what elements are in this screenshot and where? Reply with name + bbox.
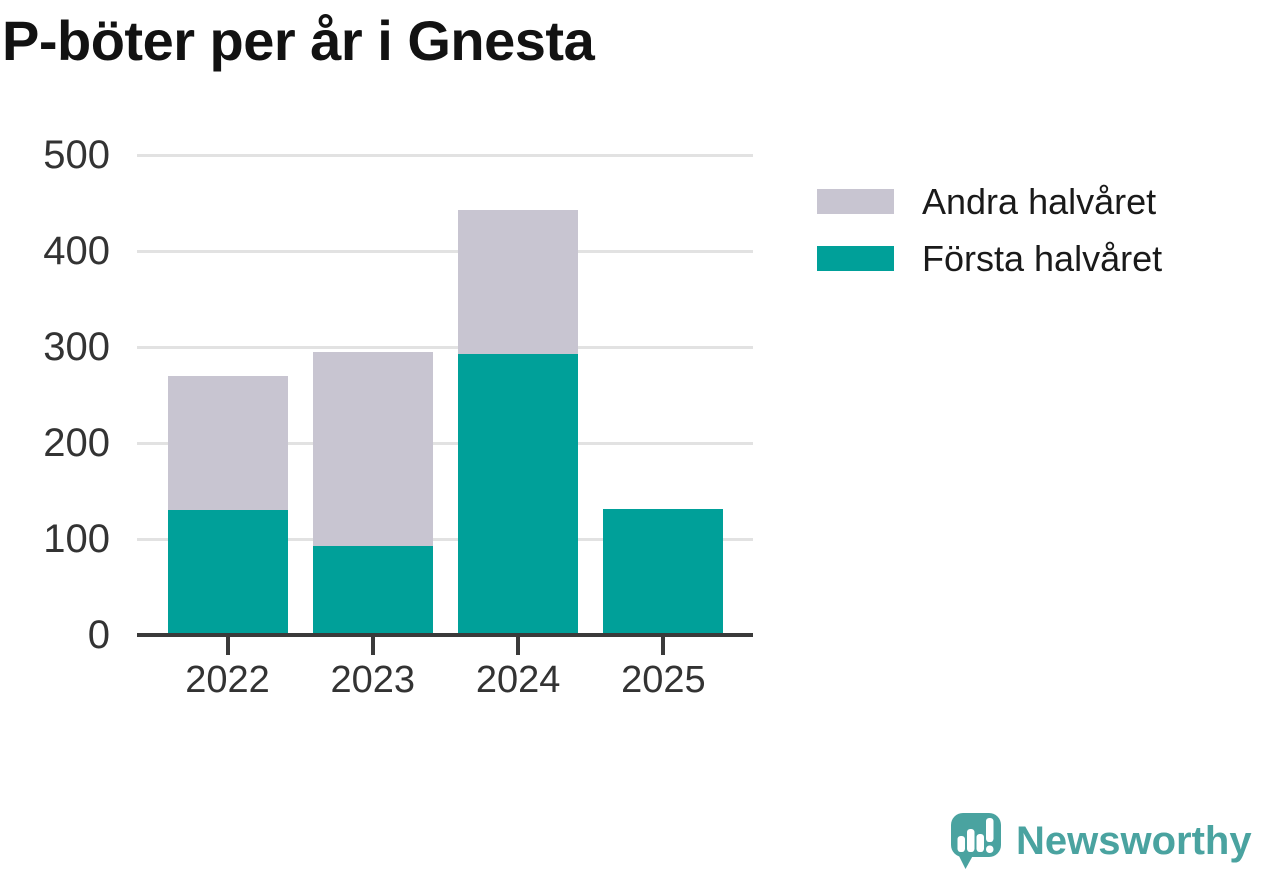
- logo-exclamation-dot-icon: [986, 845, 994, 853]
- x-tick-label: 2022: [185, 659, 270, 701]
- x-tick-label: 2025: [621, 659, 706, 701]
- logo-exclamation-icon: [986, 818, 994, 842]
- brand-name: Newsworthy: [1016, 818, 1252, 863]
- y-tick-label: 300: [43, 325, 110, 369]
- bar-segment-2022-andra: [167, 375, 288, 511]
- bar-segment-2023-forsta: [312, 545, 433, 635]
- x-tick-mark: [370, 635, 375, 655]
- logo-bar-icon: [976, 834, 984, 852]
- bar-segment-2025-forsta: [603, 509, 724, 635]
- y-tick-label: 100: [43, 517, 110, 561]
- x-tick-mark: [225, 635, 230, 655]
- x-tick-mark: [661, 635, 666, 655]
- y-tick-label: 500: [43, 133, 110, 177]
- grid-line: [137, 249, 753, 253]
- newsworthy-logo-icon: [951, 813, 1001, 869]
- grid-line: [137, 441, 753, 445]
- legend-label: Andra halvåret: [922, 180, 1157, 222]
- logo-bar-icon: [957, 836, 965, 852]
- bar-segment-2024-forsta: [458, 353, 579, 635]
- grid-line: [137, 537, 753, 541]
- legend-label: Första halvåret: [922, 237, 1163, 279]
- x-tick-label: 2023: [330, 659, 416, 701]
- grid-line: [137, 153, 753, 157]
- bar-segment-2024-andra: [458, 209, 579, 354]
- brand-footer: Newsworthy: [950, 812, 1252, 870]
- grid-line: [137, 345, 753, 349]
- legend-swatch-icon: [817, 246, 894, 271]
- y-tick-label: 0: [87, 613, 110, 657]
- logo-bar-icon: [967, 829, 975, 852]
- chart-legend: Andra halvåret Första halvåret: [817, 180, 1163, 296]
- legend-item: Första halvåret: [817, 237, 1163, 279]
- legend-item: Andra halvåret: [817, 180, 1162, 222]
- x-tick-mark: [516, 635, 521, 655]
- chart-title: P-böter per år i Gnesta: [2, 9, 595, 72]
- y-tick-label: 400: [43, 229, 110, 273]
- x-tick-label: 2024: [475, 659, 561, 701]
- legend-swatch-icon: [817, 189, 894, 214]
- bar-segment-2022-forsta: [167, 510, 288, 635]
- bar-segment-2023-andra: [312, 351, 433, 546]
- y-tick-label: 200: [43, 421, 110, 465]
- x-axis-line: [137, 633, 753, 637]
